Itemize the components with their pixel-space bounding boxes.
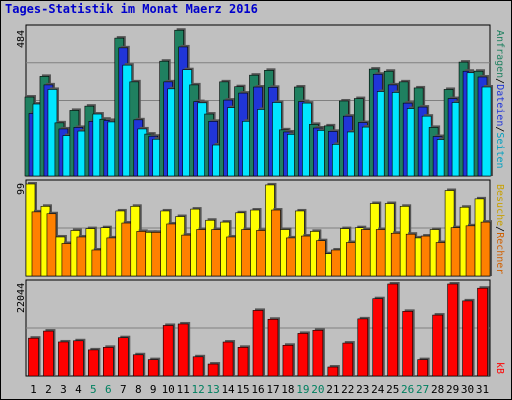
x-tick-label: 29: [446, 383, 459, 396]
bar-middle-rechner-14: [226, 236, 236, 277]
bar-bottom-kb-17: [267, 318, 279, 377]
bar-middle-rechner-19: [301, 235, 311, 277]
x-tick-label: 2: [45, 383, 52, 396]
bar-middle-rechner-24: [375, 229, 386, 277]
bar-bottom-kb-26: [402, 311, 413, 377]
x-tick-label: 17: [266, 383, 279, 396]
x-tick-label: 9: [150, 383, 157, 396]
bar-bottom-kb-13: [207, 363, 219, 377]
x-tick-label: 18: [281, 383, 294, 396]
bar-bottom-kb-14: [222, 341, 234, 377]
x-tick-label: 19: [296, 383, 309, 396]
x-tick-label: 10: [162, 383, 175, 396]
bar-middle-rechner-12: [196, 229, 206, 277]
x-tick-label: 30: [461, 383, 474, 396]
bar-middle-rechner-3: [61, 243, 72, 277]
bar-middle-rechner-20: [316, 240, 326, 277]
bar-bottom-kb-16: [252, 310, 264, 377]
bar-middle-rechner-9: [151, 232, 162, 277]
bar-bottom-kb-3: [58, 341, 69, 377]
x-tick-label: 4: [75, 383, 82, 396]
bar-bottom-kb-5: [88, 349, 99, 377]
x-tick-label: 22: [341, 383, 354, 396]
bar-bottom-kb-24: [372, 298, 384, 377]
bar-bottom-kb-9: [147, 359, 159, 377]
x-tick-label: 26: [401, 383, 414, 396]
bar-middle-rechner-23: [360, 229, 371, 277]
bar-middle-rechner-15: [241, 229, 251, 277]
bar-middle-rechner-16: [256, 230, 266, 277]
bar-middle-rechner-6: [106, 237, 117, 277]
bar-bottom-kb-12: [192, 356, 204, 377]
x-tick-label: 3: [60, 383, 67, 396]
bar-bottom-kb-10: [162, 325, 174, 377]
x-tick-label: 27: [416, 383, 429, 396]
bar-middle-rechner-4: [76, 236, 87, 277]
bar-bottom-kb-1: [28, 337, 39, 377]
bar-middle-rechner-11: [181, 234, 191, 277]
bar-bottom-kb-7: [117, 337, 129, 377]
x-tick-label: 31: [476, 383, 489, 396]
x-tick-label: 20: [311, 383, 324, 396]
x-tick-label: 8: [135, 383, 142, 396]
bar-middle-rechner-18: [286, 237, 296, 277]
bar-bottom-kb-29: [447, 283, 458, 377]
bar-bottom-kb-4: [73, 340, 84, 377]
x-tick-label: 11: [177, 383, 190, 396]
bar-middle-rechner-21: [331, 249, 341, 277]
bar-middle-rechner-28: [435, 242, 446, 277]
bar-middle-rechner-30: [465, 225, 476, 277]
x-tick-label: 24: [371, 383, 385, 396]
x-tick-label: 7: [120, 383, 127, 396]
bar-bottom-kb-21: [327, 366, 339, 377]
bar-middle-rechner-29: [450, 227, 461, 277]
x-tick-label: 5: [90, 383, 97, 396]
x-tick-label: 12: [192, 383, 205, 396]
bar-bottom-kb-8: [132, 354, 144, 377]
x-tick-label: 16: [251, 383, 264, 396]
bar-bottom-kb-27: [417, 359, 428, 377]
bar-bottom-kb-23: [357, 318, 369, 377]
bar-bottom-kb-11: [177, 323, 189, 377]
x-tick-label: 13: [206, 383, 219, 396]
bar-middle-rechner-1: [31, 211, 42, 277]
bar-middle-rechner-5: [91, 249, 102, 277]
x-tick-label: 6: [105, 383, 112, 396]
x-tick-label: 1: [30, 383, 37, 396]
bar-middle-rechner-17: [271, 209, 281, 277]
bar-bottom-kb-18: [282, 344, 294, 377]
bar-middle-rechner-31: [480, 221, 491, 277]
bar-bottom-kb-20: [312, 329, 324, 377]
bar-bottom-kb-30: [462, 300, 473, 377]
bar-bottom-kb-19: [297, 333, 309, 377]
bar-bottom-kb-22: [342, 342, 354, 377]
x-tick-label: 14: [221, 383, 235, 396]
x-tick-label: 28: [431, 383, 444, 396]
x-tick-label: 23: [356, 383, 369, 396]
bar-middle-rechner-25: [390, 232, 401, 277]
bar-middle-rechner-10: [166, 223, 176, 277]
bar-middle-rechner-2: [46, 213, 57, 277]
bar-top-seiten-31: [481, 86, 492, 177]
x-tick-label: 21: [326, 383, 339, 396]
bar-bottom-kb-6: [103, 347, 114, 377]
page-title: Tages-Statistik im Monat Maerz 2016: [5, 2, 258, 16]
bar-bottom-kb-25: [387, 283, 399, 377]
bar-middle-rechner-22: [346, 242, 356, 277]
bar-bottom-kb-28: [432, 314, 443, 377]
x-tick-label: 15: [236, 383, 249, 396]
bar-middle-rechner-27: [420, 235, 431, 277]
bar-bottom-kb-31: [477, 287, 488, 377]
bar-middle-rechner-13: [211, 229, 221, 277]
bar-bottom-kb-2: [43, 330, 54, 377]
bar-bottom-kb-15: [237, 347, 249, 377]
bar-middle-rechner-8: [136, 231, 147, 277]
bar-middle-rechner-26: [405, 233, 416, 277]
bar-middle-rechner-7: [121, 222, 132, 277]
x-tick-label: 25: [386, 383, 399, 396]
